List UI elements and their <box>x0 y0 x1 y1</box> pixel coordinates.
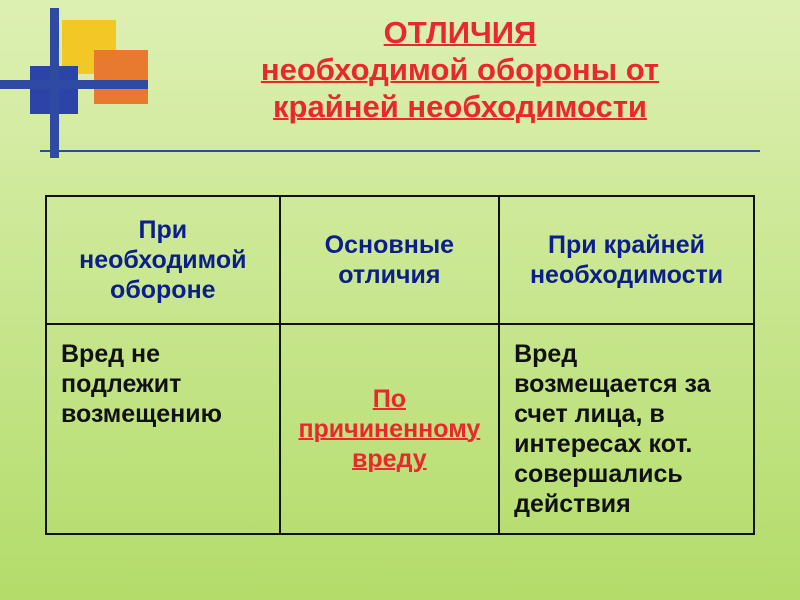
cell-left: Вред не подлежит возмещению <box>46 324 280 534</box>
header-cell-right: При крайней необходимости <box>499 196 754 324</box>
cross-horizontal <box>0 80 148 89</box>
cell-center: По причиненному вреду <box>280 324 499 534</box>
table-row: Вред не подлежит возмещению По причиненн… <box>46 324 754 534</box>
slide: ОТЛИЧИЯ необходимой обороны от крайней н… <box>0 0 800 600</box>
cell-right: Вред возмещается за счет лица, в интерес… <box>499 324 754 534</box>
comparison-table: При необходимой обороне Основные отличия… <box>45 195 755 535</box>
title-line-2: необходимой обороны от <box>261 52 659 87</box>
cell-center-text: По причиненному вреду <box>298 385 480 473</box>
slide-title: ОТЛИЧИЯ необходимой обороны от крайней н… <box>150 14 770 126</box>
header-cell-center: Основные отличия <box>280 196 499 324</box>
title-line-3: крайней необходимости <box>273 89 647 124</box>
header-cell-left: При необходимой обороне <box>46 196 280 324</box>
title-line-1: ОТЛИЧИЯ <box>384 15 537 50</box>
table-header-row: При необходимой обороне Основные отличия… <box>46 196 754 324</box>
square-orange <box>94 50 148 104</box>
title-underline-rule <box>40 150 760 152</box>
comparison-table-wrap: При необходимой обороне Основные отличия… <box>45 195 755 535</box>
